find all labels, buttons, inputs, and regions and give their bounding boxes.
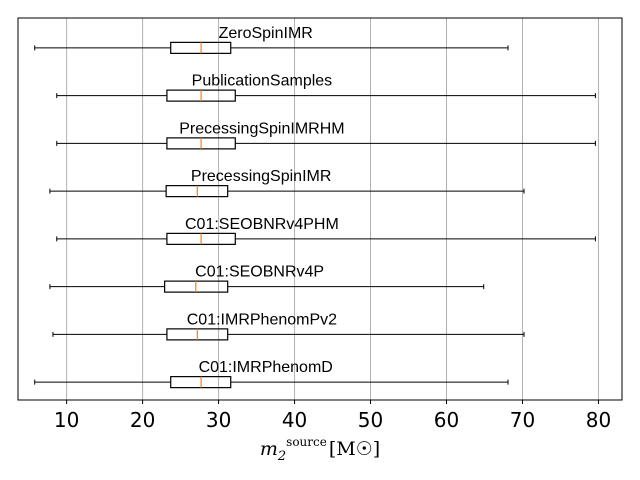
x-tick-label: 40 (282, 408, 307, 432)
box-label: PublicationSamples (192, 73, 333, 90)
x-axis: 10 20 30 40 50 60 70 80 (54, 400, 611, 432)
box-label: ZeroSpinIMR (219, 25, 313, 42)
x-tick-label: 20 (130, 408, 155, 432)
box-label: C01:SEOBNRv4P (195, 264, 324, 281)
plot-frame (17, 17, 623, 401)
x-tick-label: 80 (586, 408, 611, 432)
x-label-sub: 2 (277, 449, 286, 464)
x-tick-label: 30 (206, 408, 231, 432)
box-group: ZeroSpinIMR (34, 25, 509, 54)
box-group: PublicationSamples (56, 73, 596, 102)
x-tick-label: 70 (510, 408, 535, 432)
x-label-base: m (260, 438, 278, 460)
box-group: C01:IMRPhenomD (34, 359, 509, 389)
x-label-unit: [M☉] (329, 438, 380, 460)
grid-lines (66, 18, 599, 400)
box-label: PrecessingSpinIMR (191, 168, 332, 185)
x-tick-label: 60 (434, 408, 459, 432)
box-group: C01:SEOBNRv4PHM (56, 216, 596, 245)
box-plots: ZeroSpinIMR PublicationSamples PrecessingS… (34, 25, 596, 389)
x-tick-label: 10 (54, 408, 79, 432)
x-axis-label: m2source [M☉] (260, 435, 380, 464)
x-label-sup: source (286, 435, 327, 449)
box-label: C01:SEOBNRv4PHM (185, 216, 339, 233)
x-tick-label: 50 (358, 408, 383, 432)
box-label: C01:IMRPhenomD (199, 359, 333, 376)
box-label: C01:IMRPhenomPv2 (187, 311, 337, 328)
box-group: PrecessingSpinIMRHM (56, 120, 596, 150)
box-group: C01:IMRPhenomPv2 (52, 311, 525, 341)
box-group: PrecessingSpinIMR (49, 168, 525, 198)
box-label: PrecessingSpinIMRHM (179, 120, 344, 137)
box-group: C01:SEOBNRv4P (49, 264, 485, 293)
